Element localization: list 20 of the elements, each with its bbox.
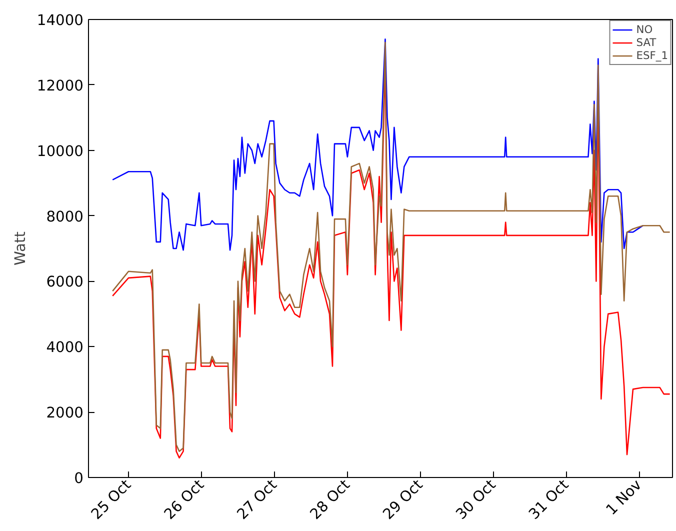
y-tick-label: 2000 xyxy=(46,404,84,422)
legend-label: NO xyxy=(636,23,654,36)
y-axis-title: Watt xyxy=(12,231,29,266)
y-tick-label: 8000 xyxy=(46,208,84,226)
x-tick-label: 31 Oct xyxy=(526,476,572,523)
x-tick-label: 1 Nov xyxy=(602,476,646,519)
x-tick-label: 29 Oct xyxy=(380,476,426,523)
legend-label: ESF_1 xyxy=(636,49,668,62)
legend-label: SAT xyxy=(636,36,656,49)
y-tick-label: 4000 xyxy=(46,339,84,356)
x-tick-label: 27 Oct xyxy=(234,476,281,523)
x-tick-label: 30 Oct xyxy=(452,476,500,523)
y-tick-label: 10000 xyxy=(36,142,84,160)
x-tick-label: 26 Oct xyxy=(161,476,208,523)
y-tick-label: 0 xyxy=(74,470,84,487)
y-tick-label: 12000 xyxy=(36,77,84,94)
y-tick-label: 6000 xyxy=(46,274,84,291)
x-tick-label: 28 Oct xyxy=(306,476,354,523)
y-tick-label: 14000 xyxy=(36,12,84,29)
x-tick-label: 25 Oct xyxy=(88,476,135,523)
